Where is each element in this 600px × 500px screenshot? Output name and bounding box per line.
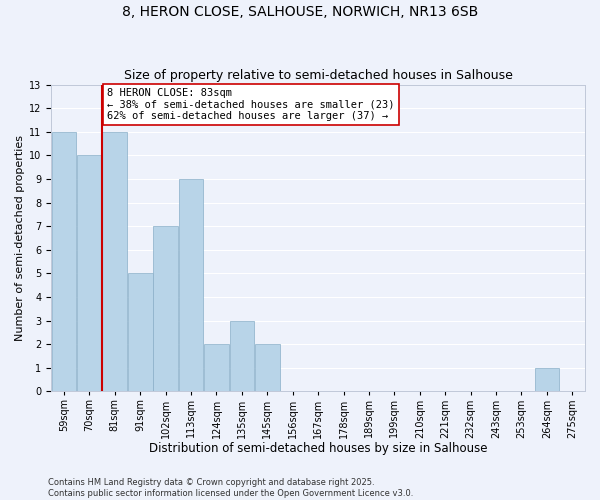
X-axis label: Distribution of semi-detached houses by size in Salhouse: Distribution of semi-detached houses by … [149, 442, 487, 455]
Text: 8 HERON CLOSE: 83sqm
← 38% of semi-detached houses are smaller (23)
62% of semi-: 8 HERON CLOSE: 83sqm ← 38% of semi-detac… [107, 88, 395, 122]
Bar [230, 320, 254, 392]
Title: Size of property relative to semi-detached houses in Salhouse: Size of property relative to semi-detach… [124, 69, 512, 82]
Bar [179, 179, 203, 392]
Y-axis label: Number of semi-detached properties: Number of semi-detached properties [15, 135, 25, 341]
Text: Contains HM Land Registry data © Crown copyright and database right 2025.
Contai: Contains HM Land Registry data © Crown c… [48, 478, 413, 498]
Bar [154, 226, 178, 392]
Bar [535, 368, 559, 392]
Bar [103, 132, 127, 392]
Bar [52, 132, 76, 392]
Text: 8, HERON CLOSE, SALHOUSE, NORWICH, NR13 6SB: 8, HERON CLOSE, SALHOUSE, NORWICH, NR13 … [122, 5, 478, 19]
Bar [255, 344, 280, 392]
Bar [204, 344, 229, 392]
Bar [128, 274, 152, 392]
Bar [77, 156, 102, 392]
